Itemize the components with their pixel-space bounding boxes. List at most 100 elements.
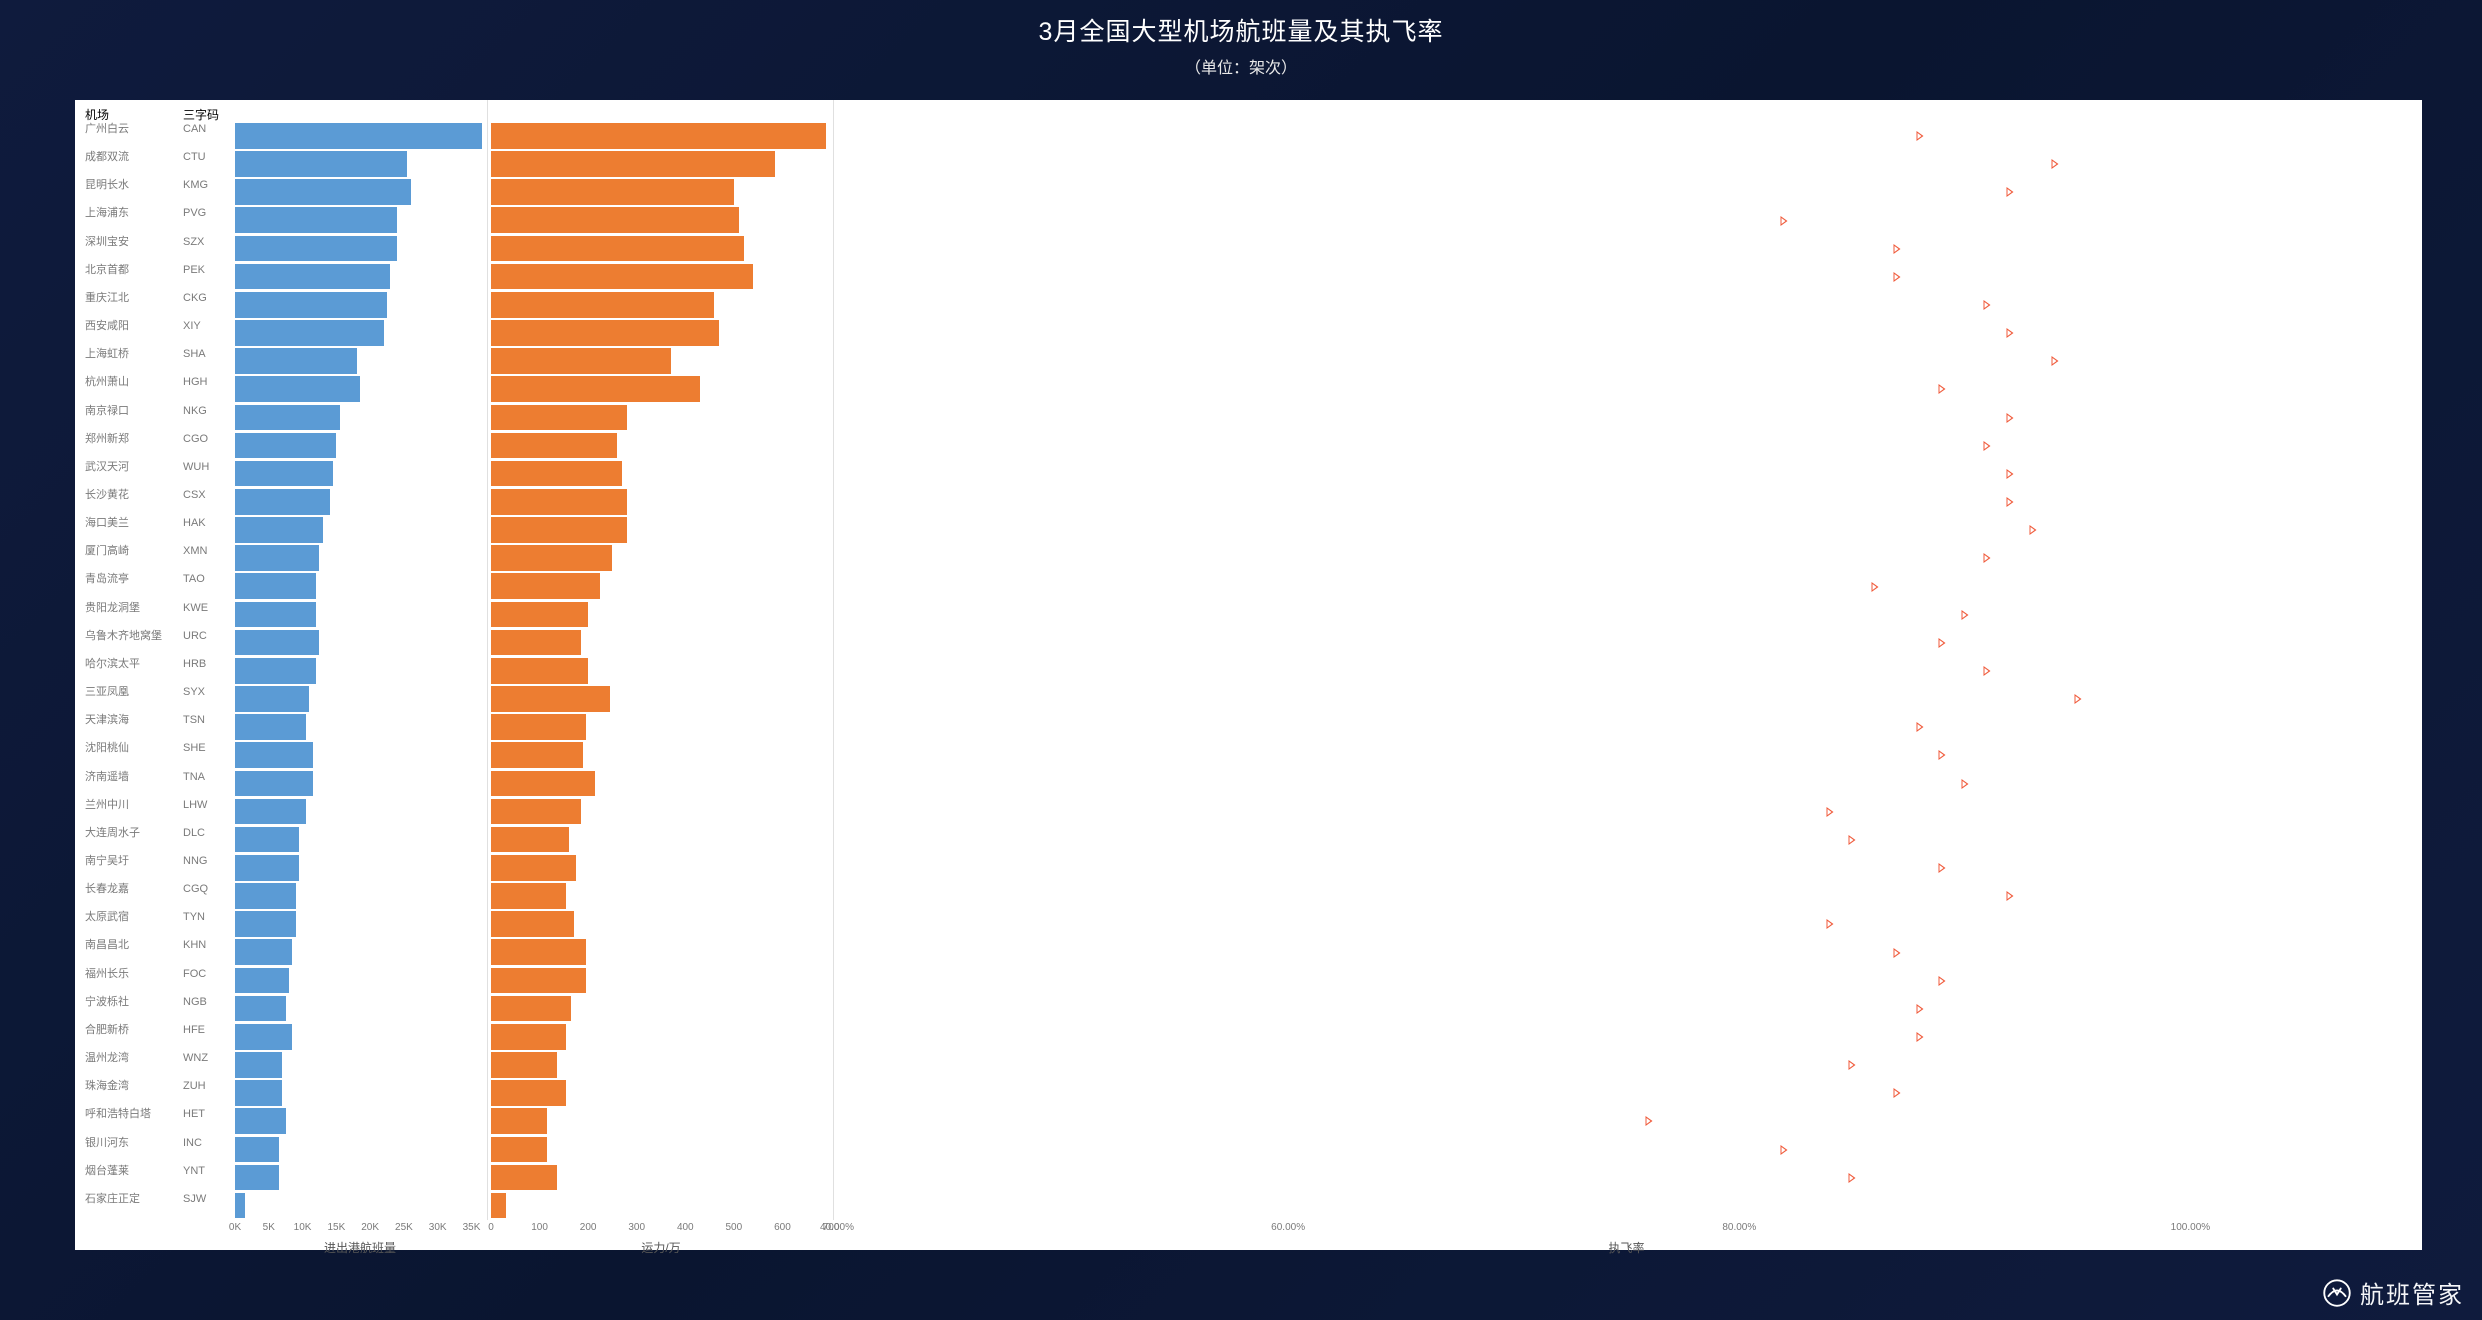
capacity-bar [491,1165,557,1191]
flights-bar [235,545,319,571]
flights-bar [235,433,336,459]
airport-code: YNT [183,1166,205,1177]
airport-label: 哈尔滨太平 [85,659,140,670]
rate-marker [1939,750,1946,760]
capacity-bar [491,1052,557,1078]
flights-bar [235,911,296,937]
capacity-bar [491,433,617,459]
airport-label: 福州长乐 [85,969,129,980]
rate-marker [1984,553,1991,563]
capacity-bar [491,939,586,965]
panel-divider [833,100,834,1220]
panel-title-flights: 进出港航班量 [235,1239,485,1256]
airport-label: 广州白云 [85,124,129,135]
airport-code: KHN [183,940,206,951]
airport-code: WUH [183,462,209,473]
flights-bar [235,348,357,374]
rate-marker [2006,891,2013,901]
capacity-bar [491,348,671,374]
airport-code: HET [183,1109,205,1120]
capacity-bar [491,517,627,543]
x-axis-flights: 0K5K10K15K20K25K30K35K [235,1222,485,1238]
rate-marker [1939,638,1946,648]
rate-marker [2006,413,2013,423]
capacity-bar [491,1080,566,1106]
axis-tick: 100 [531,1222,548,1233]
airport-label: 温州龙湾 [85,1053,129,1064]
rate-marker [1984,300,1991,310]
rate-marker [1894,1088,1901,1098]
rate-marker [1781,216,1788,226]
flights-bar [235,573,316,599]
axis-tick: 5K [263,1222,275,1233]
airport-code: NNG [183,856,207,867]
axis-tick: 0K [229,1222,241,1233]
airport-label: 深圳宝安 [85,237,129,248]
airport-code: HRB [183,659,206,670]
airport-label: 银川河东 [85,1138,129,1149]
flights-bar [235,939,292,965]
axis-tick: 400 [677,1222,694,1233]
rate-marker [1984,666,1991,676]
airport-label: 乌鲁木齐地窝堡 [85,631,162,642]
flights-bar [235,1024,292,1050]
rate-marker [2006,187,2013,197]
flights-bar [235,996,286,1022]
airport-label: 重庆江北 [85,293,129,304]
airport-code: WNZ [183,1053,208,1064]
brand-text: 航班管家 [2360,1275,2464,1310]
airport-code: CSX [183,490,206,501]
axis-tick: 500 [726,1222,743,1233]
capacity-bar [491,630,581,656]
airport-label: 北京首都 [85,265,129,276]
y-axis-labels: 机场 三字码 广州白云CAN成都双流CTU昆明长水KMG上海浦东PVG深圳宝安S… [75,100,235,1220]
flights-bar [235,207,397,233]
x-axis-rate: 40.00%60.00%80.00%100.00% [837,1222,2416,1238]
panel-title-rate: 执飞率 [837,1239,2416,1256]
flights-bar [235,658,316,684]
brand-icon [2322,1278,2352,1308]
airport-code: PEK [183,265,205,276]
rate-marker [2029,525,2036,535]
capacity-bar [491,292,714,318]
axis-tick: 60.00% [1271,1222,1305,1233]
flights-bar [235,292,387,318]
airport-code: TYN [183,912,205,923]
axis-tick: 80.00% [1722,1222,1756,1233]
capacity-bar [491,1137,547,1163]
flights-bar [235,236,397,262]
airport-code: TSN [183,715,205,726]
capacity-bar [491,489,627,515]
flights-bar [235,771,313,797]
airport-label: 合肥新桥 [85,1025,129,1036]
airport-code: CTU [183,152,206,163]
airport-label: 成都双流 [85,152,129,163]
rate-marker [2006,328,2013,338]
capacity-bar [491,883,566,909]
airport-label: 贵阳龙洞堡 [85,603,140,614]
capacity-bar [491,376,700,402]
airport-code: HGH [183,377,207,388]
airport-label: 西安咸阳 [85,321,129,332]
flights-bar [235,1137,279,1163]
airport-label: 沈阳桃仙 [85,743,129,754]
airport-label: 长春龙嘉 [85,884,129,895]
airport-label: 三亚凤凰 [85,687,129,698]
capacity-bar [491,151,775,177]
capacity-bar [491,996,571,1022]
rate-marker [1849,1173,1856,1183]
rate-marker [2052,356,2059,366]
airport-label: 南宁吴圩 [85,856,129,867]
col-header-code: 三字码 [183,106,219,123]
capacity-bar [491,320,719,346]
airport-label: 天津滨海 [85,715,129,726]
airport-label: 长沙黄花 [85,490,129,501]
airport-code: SJW [183,1194,206,1205]
rate-marker [1961,779,1968,789]
airport-code: XIY [183,321,201,332]
axis-tick: 100.00% [2171,1222,2210,1233]
airport-code: SZX [183,237,204,248]
airport-label: 武汉天河 [85,462,129,473]
airport-label: 宁波栎社 [85,997,129,1008]
panel-divider [487,100,488,1220]
